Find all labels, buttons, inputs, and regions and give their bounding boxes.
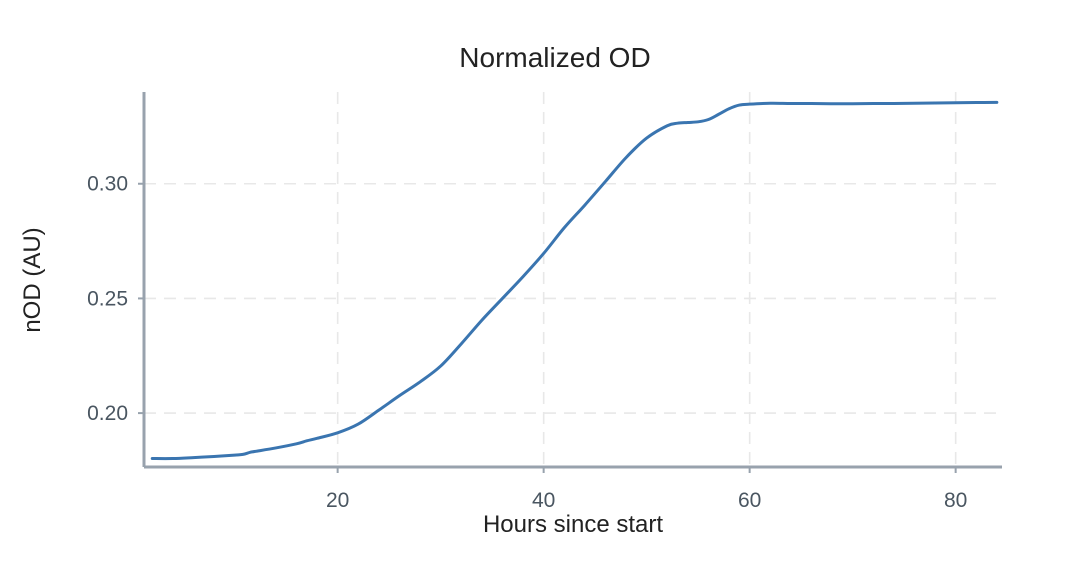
- x-tick-label: 20: [326, 489, 349, 512]
- y-tick-label: 0.30: [87, 173, 128, 196]
- x-tick-label: 60: [738, 489, 761, 512]
- series-group: [150, 100, 999, 461]
- gridlines: [144, 92, 1002, 467]
- x-ticks: 20 40 60 80: [326, 467, 967, 512]
- x-tick-label: 40: [532, 489, 555, 512]
- y-axis-label: nOD (AU): [19, 227, 46, 332]
- y-tick-label: 0.25: [87, 287, 128, 310]
- x-axis-label: Hours since start: [483, 511, 663, 538]
- x-tick-label: 80: [944, 489, 967, 512]
- series-line: [150, 100, 999, 461]
- y-ticks: 0.20 0.25 0.30: [87, 173, 144, 425]
- chart-title: Normalized OD: [459, 42, 650, 73]
- y-tick-label: 0.20: [87, 402, 128, 425]
- axes: [142, 92, 1002, 469]
